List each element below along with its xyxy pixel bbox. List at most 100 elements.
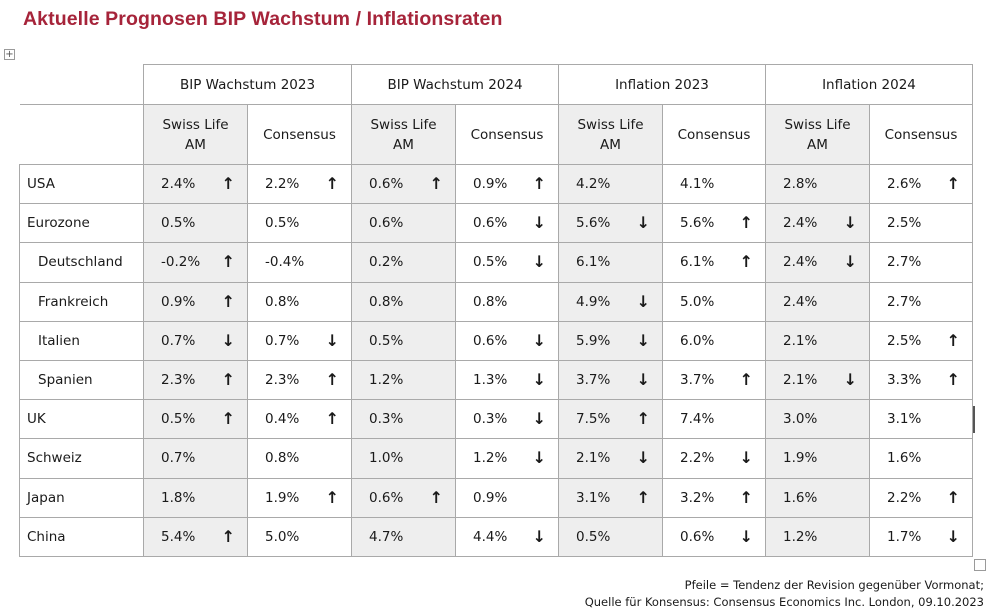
value-cell[interactable]: 1.2% ↓ [455, 438, 559, 479]
value-cell[interactable]: 0.9% ↑ [143, 281, 248, 322]
value-cell[interactable]: 6.0% [662, 320, 766, 361]
value-cell[interactable]: 2.8% [765, 163, 870, 205]
value-cell[interactable]: 5.9% ↓ [558, 320, 663, 361]
value-cell[interactable]: 0.4% ↑ [247, 399, 352, 440]
value-cell[interactable]: 0.3% ↓ [455, 399, 559, 440]
value-cell[interactable]: 2.4% [765, 281, 870, 322]
value-cell[interactable]: 5.4% ↑ [143, 516, 248, 557]
value-cell[interactable]: 4.4% ↓ [455, 516, 559, 557]
value-cell[interactable]: 1.6% [869, 438, 973, 479]
value-cell[interactable]: 2.1% [765, 320, 870, 361]
arrow-down-icon: ↓ [532, 448, 546, 468]
group-header: Inflation 2023 [558, 64, 766, 105]
value-cell[interactable]: 2.4% ↓ [765, 242, 870, 283]
value-cell[interactable]: 0.5% ↓ [455, 242, 559, 283]
table-row: Eurozone 0.5% 0.5% 0.6% 0.6% ↓ 5.6% ↓ 5.6% ↑ 2.4% ↓… [19, 203, 973, 244]
value-cell[interactable]: 0.6% [351, 203, 456, 244]
arrow-up-icon: ↑ [946, 370, 960, 390]
value-cell[interactable]: 2.4% ↑ [143, 163, 248, 205]
value-cell[interactable]: 5.0% [662, 281, 766, 322]
value-cell[interactable]: 2.1% ↓ [765, 359, 870, 401]
value-cell[interactable]: 1.8% [143, 477, 248, 518]
arrow-up-icon: ↑ [325, 370, 339, 390]
value-cell[interactable]: 6.1% ↑ [662, 242, 766, 283]
value-cell[interactable]: 0.6% ↑ [351, 477, 456, 518]
value-text: 5.0% [680, 293, 715, 310]
value-cell[interactable]: 5.0% [247, 516, 352, 557]
arrow-down-icon: ↓ [532, 409, 546, 429]
value-cell[interactable]: 3.3% ↑ [869, 359, 973, 401]
value-cell[interactable]: 1.2% [765, 516, 870, 557]
value-cell[interactable]: 2.7% [869, 242, 973, 283]
arrow-down-icon: ↓ [325, 330, 339, 350]
value-cell[interactable]: 1.9% ↑ [247, 477, 352, 518]
value-cell[interactable]: 0.5% [247, 203, 352, 244]
value-cell[interactable]: 4.2% [558, 163, 663, 205]
value-cell[interactable]: 2.5% [869, 203, 973, 244]
value-text: 1.8% [161, 489, 196, 506]
value-cell[interactable]: 3.2% ↑ [662, 477, 766, 518]
value-cell[interactable]: 3.7% ↓ [558, 359, 663, 401]
value-cell[interactable]: 0.7% ↓ [247, 320, 352, 361]
table-row: Spanien 2.3% ↑ 2.3% ↑ 1.2% 1.3% ↓ 3.7% ↓ 3.7% ↑ 2.1%… [19, 359, 973, 401]
value-cell[interactable]: 0.9% [455, 477, 559, 518]
value-cell[interactable]: 2.4% ↓ [765, 203, 870, 244]
value-cell[interactable]: 3.0% [765, 399, 870, 440]
value-cell[interactable]: 0.5% [351, 320, 456, 361]
value-cell[interactable]: 1.9% [765, 438, 870, 479]
value-cell[interactable]: 0.8% [247, 281, 352, 322]
value-cell[interactable]: 2.2% ↑ [247, 163, 352, 205]
table-row: Deutschland -0.2% ↑ -0.4% 0.2% 0.5% ↓ 6.1% 6.1% ↑… [19, 242, 973, 283]
value-text: 2.5% [887, 332, 922, 349]
value-cell[interactable]: 0.7% [143, 438, 248, 479]
value-cell[interactable]: 7.4% [662, 399, 766, 440]
arrow-down-icon: ↓ [221, 330, 235, 350]
value-cell[interactable]: 6.1% [558, 242, 663, 283]
value-cell[interactable]: 0.5% [143, 203, 248, 244]
value-cell[interactable]: 4.1% [662, 163, 766, 205]
text-cursor [973, 406, 975, 433]
arrow-up-icon: ↑ [636, 487, 650, 507]
value-cell[interactable]: 0.6% ↓ [455, 320, 559, 361]
value-text: 0.8% [265, 450, 300, 467]
value-cell[interactable]: 3.1% [869, 399, 973, 440]
value-cell[interactable]: 5.6% ↓ [558, 203, 663, 244]
value-cell[interactable]: 4.7% [351, 516, 456, 557]
value-cell[interactable]: 0.8% [351, 281, 456, 322]
value-cell[interactable]: 3.1% ↑ [558, 477, 663, 518]
value-cell[interactable]: -0.2% ↑ [143, 242, 248, 283]
value-cell[interactable]: 1.0% [351, 438, 456, 479]
resize-handle-icon[interactable] [974, 559, 986, 571]
value-cell[interactable]: 1.2% [351, 359, 456, 401]
value-cell[interactable]: 1.7% ↓ [869, 516, 973, 557]
value-text: 1.6% [783, 489, 818, 506]
value-cell[interactable]: 1.3% ↓ [455, 359, 559, 401]
value-cell[interactable]: 2.2% ↑ [869, 477, 973, 518]
value-cell[interactable]: 0.8% [455, 281, 559, 322]
value-cell[interactable]: 0.2% [351, 242, 456, 283]
value-cell[interactable]: -0.4% [247, 242, 352, 283]
value-cell[interactable]: 2.2% ↓ [662, 438, 766, 479]
value-cell[interactable]: 2.6% ↑ [869, 163, 973, 205]
value-cell[interactable]: 0.6% ↓ [662, 516, 766, 557]
value-cell[interactable]: 2.3% ↑ [247, 359, 352, 401]
value-cell[interactable]: 2.1% ↓ [558, 438, 663, 479]
value-cell[interactable]: 0.9% ↑ [455, 163, 559, 205]
value-cell[interactable]: 2.7% [869, 281, 973, 322]
arrow-down-icon: ↓ [636, 291, 650, 311]
value-cell[interactable]: 5.6% ↑ [662, 203, 766, 244]
value-cell[interactable]: 0.6% ↑ [351, 163, 456, 205]
move-handle-icon[interactable]: + [4, 49, 15, 60]
value-cell[interactable]: 7.5% ↑ [558, 399, 663, 440]
value-cell[interactable]: 0.3% [351, 399, 456, 440]
value-cell[interactable]: 1.6% [765, 477, 870, 518]
value-cell[interactable]: 3.7% ↑ [662, 359, 766, 401]
value-cell[interactable]: 0.6% ↓ [455, 203, 559, 244]
value-cell[interactable]: 2.5% ↑ [869, 320, 973, 361]
value-cell[interactable]: 0.8% [247, 438, 352, 479]
value-cell[interactable]: 0.5% [558, 516, 663, 557]
value-cell[interactable]: 0.5% ↑ [143, 399, 248, 440]
value-cell[interactable]: 0.7% ↓ [143, 320, 248, 361]
value-cell[interactable]: 4.9% ↓ [558, 281, 663, 322]
value-cell[interactable]: 2.3% ↑ [143, 359, 248, 401]
